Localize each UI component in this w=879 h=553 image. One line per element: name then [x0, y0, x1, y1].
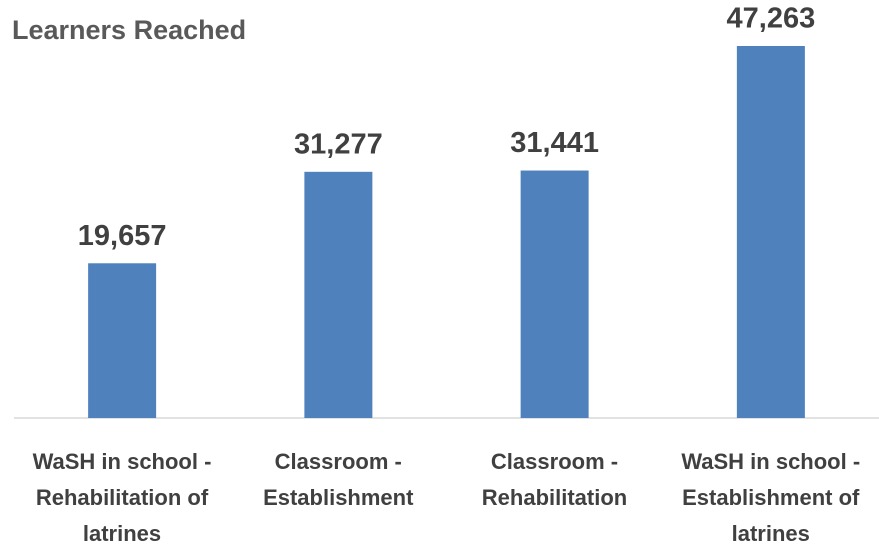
value-label: 47,263: [727, 3, 816, 35]
x-tick-label: Classroom - Establishment: [263, 449, 414, 510]
x-tick-label: Classroom - Rehabilitation: [481, 449, 628, 510]
x-tick-label: WaSH in school - Establishment of latrin…: [681, 449, 861, 546]
value-label: 31,441: [510, 127, 599, 159]
value-label: 31,277: [294, 128, 383, 160]
bar: [736, 46, 805, 418]
bar: [88, 263, 157, 418]
bar: [520, 170, 589, 418]
value-label: 19,657: [78, 220, 167, 252]
x-tick-label: WaSH in school - Rehabilitation of latri…: [32, 449, 212, 546]
chart-title: Learners Reached: [12, 15, 246, 45]
bar: [304, 171, 373, 418]
